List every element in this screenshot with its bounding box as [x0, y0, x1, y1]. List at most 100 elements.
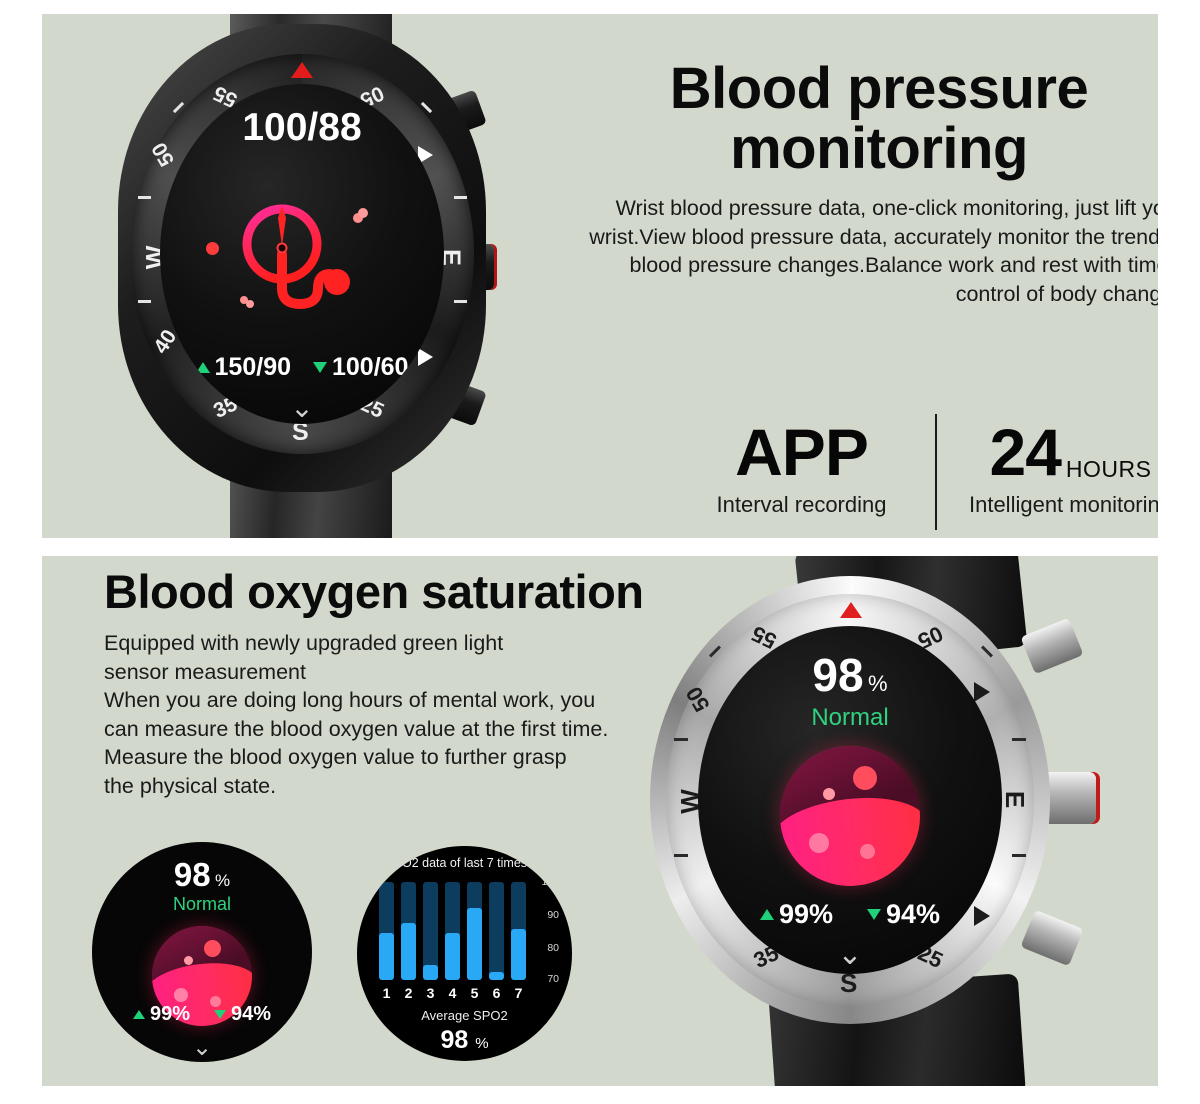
x-label: 5: [470, 985, 479, 1001]
desc-line: Measure the blood oxygen value to furthe…: [104, 745, 567, 770]
bezel-tick: [674, 854, 688, 857]
stat-app-value-row: APP: [735, 412, 869, 492]
sphere-bubble: [174, 988, 188, 1002]
sphere-bubble: [204, 940, 221, 957]
bp-dot-small: [246, 300, 254, 308]
blood-oxygen-description: Equipped with newly upgraded green light…: [104, 629, 804, 801]
bezel-tick: [138, 196, 151, 199]
chart-bar: [423, 882, 438, 980]
stat-hours-unit: HOURS: [1065, 456, 1152, 482]
bezel-tick: [454, 300, 467, 303]
spo2-mini-dial[interactable]: 98 % Normal 99% 94%: [92, 842, 312, 1062]
bp-current-reading: 100/88: [242, 106, 362, 149]
triangle-down-icon: [214, 1010, 226, 1019]
blood-pressure-description: Wrist blood pressure data, one-click mon…: [589, 196, 1158, 306]
blood-drop-sphere-icon: [780, 746, 920, 886]
desc-line: When you are doing long hours of mental …: [104, 688, 596, 713]
desc-line: can measure the blood oxygen value at th…: [104, 716, 609, 741]
stat-app-value: APP: [735, 415, 869, 489]
spo2-status: Normal: [811, 704, 889, 731]
x-label: 7: [514, 985, 523, 1001]
chart-bar: [467, 882, 482, 980]
spo2-mini-min: 94%: [214, 1003, 271, 1026]
blood-pressure-stats: APP Interval recording 24 HOURS Intellig…: [682, 412, 1158, 534]
chart-x-labels: 1 2 3 4 5 6 7: [379, 985, 531, 1001]
chart-bar-fill: [379, 932, 394, 980]
chart-title: O2 data of last 7 times: [401, 856, 528, 870]
chart-bar: [445, 882, 460, 980]
bp-max-value: 150/90: [195, 353, 291, 382]
desc-line: Equipped with newly upgraded green light: [104, 631, 504, 655]
bezel-tick: [1012, 854, 1026, 857]
blood-oxygen-panel: Blood oxygen saturation Equipped with ne…: [42, 556, 1158, 1086]
bezel-red-marker-icon: [840, 602, 862, 618]
chart-average-label: Average SPO2: [421, 1008, 508, 1023]
spo2-minmax-row: 99% 94%: [698, 899, 1002, 930]
blood-oxygen-text-column: Blood oxygen saturation Equipped with ne…: [104, 568, 804, 801]
chart-bar: [379, 882, 394, 980]
spo2-mini-max: 99%: [132, 1003, 190, 1026]
y-tick: 80: [547, 942, 559, 954]
chart-bar: [401, 882, 416, 980]
blood-oxygen-title: Blood oxygen saturation: [104, 565, 644, 618]
blood-oxygen-screen[interactable]: 98 % Normal 99%: [698, 626, 1002, 974]
stats-divider: [935, 414, 937, 530]
bp-min-value: 100/60: [313, 353, 408, 382]
stat-hours-caption: Intelligent monitoring: [968, 492, 1158, 517]
bezel-triangle-lower-icon: [418, 348, 433, 366]
crown-bottom-button[interactable]: [1020, 909, 1084, 967]
sphere-bubble: [184, 956, 193, 965]
sphere-bubble: [823, 788, 836, 800]
sphere-bubble: [852, 765, 877, 790]
triangle-up-icon: [195, 362, 210, 373]
bezel-tick: [1012, 738, 1026, 741]
spo2-min-value: 94%: [867, 899, 940, 930]
y-tick: 70: [547, 973, 559, 985]
title-line-1: Blood pressure: [669, 56, 1089, 121]
chart-average-unit: %: [475, 1035, 489, 1052]
spo2-mini-value-row: 98 %: [92, 856, 312, 894]
bezel-triangle-upper-icon: [974, 682, 990, 702]
blood-drop-sphere-icon: [152, 926, 252, 1026]
spo2-value: 98: [812, 649, 864, 701]
blood-pressure-screen[interactable]: 100/88: [160, 84, 444, 424]
x-label: 6: [492, 985, 501, 1001]
spo2-mini-chevron-icon[interactable]: ⌄: [191, 1034, 213, 1061]
bezel-cardinal-S: S: [840, 968, 858, 998]
chart-bar-fill: [511, 929, 526, 980]
spo2-history-chart-dial[interactable]: O2 data of last 7 times 100 90 80 70 1 2…: [357, 846, 572, 1061]
crown-top-button[interactable]: [1020, 617, 1084, 675]
stat-app: APP Interval recording: [682, 412, 921, 534]
x-label: 2: [404, 985, 413, 1001]
title-line-2: monitoring: [730, 116, 1028, 181]
spo2-mini-unit: %: [215, 871, 231, 890]
stat-hours: 24 HOURS Intelligent monitoring: [951, 412, 1158, 534]
triangle-up-icon: [759, 909, 774, 920]
bezel-triangle-lower-icon: [974, 906, 990, 926]
chart-average-value: 98: [440, 1026, 469, 1054]
bezel-cardinal-S: S: [292, 418, 309, 446]
bezel-tick: [138, 300, 151, 303]
chart-bar: [489, 882, 504, 980]
sphere-bubble: [859, 844, 875, 859]
chart-bar-fill: [401, 923, 416, 980]
chart-bar: [511, 882, 526, 980]
desc-line: the physical state.: [104, 773, 277, 798]
bezel-triangle-upper-icon: [418, 146, 433, 164]
bp-minmax-row: 150/90 100/60: [160, 353, 444, 382]
stat-app-caption: Interval recording: [716, 492, 887, 517]
triangle-up-icon: [132, 1010, 145, 1019]
blood-pressure-text-column: Blood pressure monitoring Wrist blood pr…: [570, 60, 1158, 308]
stat-hours-value: 24: [989, 415, 1062, 489]
bp-scroll-chevron-icon[interactable]: ⌄: [290, 392, 314, 423]
y-tick: 100: [541, 876, 559, 888]
x-label: 1: [382, 985, 391, 1001]
spo2-scroll-chevron-icon[interactable]: ⌄: [837, 938, 863, 971]
desc-line: sensor measurement: [104, 659, 306, 684]
x-label: 4: [448, 985, 457, 1001]
spo2-unit: %: [868, 671, 888, 696]
spo2-mini-status: Normal: [172, 894, 231, 914]
blood-pressure-watch: 55 05 50 W 40 35 S 25 E 100/88: [102, 14, 522, 538]
spo2-mini-value: 98: [173, 856, 211, 893]
